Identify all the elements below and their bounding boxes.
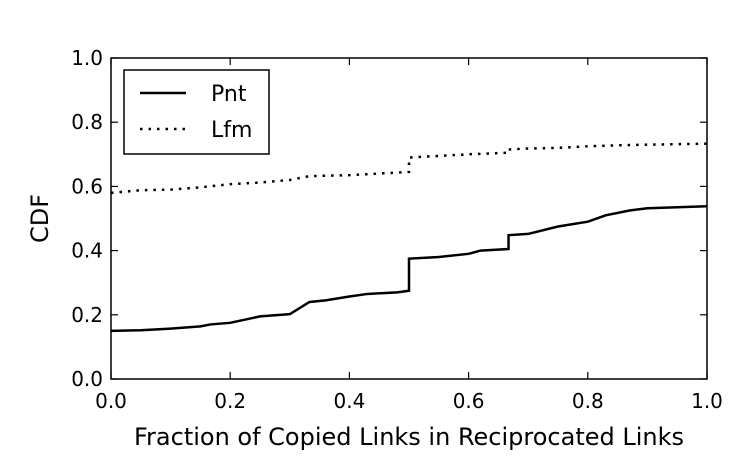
legend-label-pnt: Pnt [211, 82, 247, 107]
series-line-pnt [110, 205, 708, 333]
y-tick-label: 0.6 [71, 174, 103, 198]
series-line-lfm [110, 142, 708, 195]
y-axis-label: CDF [26, 194, 54, 243]
plot-lines [110, 142, 708, 333]
x-tick-label: 0.8 [572, 389, 604, 413]
y-tick-label: 0.0 [71, 367, 103, 391]
legend-label-lfm: Lfm [211, 118, 252, 143]
y-tick-label: 0.2 [71, 303, 103, 327]
x-tick-label: 0.2 [214, 389, 246, 413]
x-axis-label: Fraction of Copied Links in Reciprocated… [134, 423, 684, 451]
legend: Pnt Lfm [123, 69, 270, 155]
x-tick-label: 0.6 [453, 389, 485, 413]
x-tick-label: 0.0 [95, 389, 127, 413]
y-tick-label: 0.4 [71, 239, 103, 263]
y-tick-label: 1.0 [71, 46, 103, 70]
axis-ticks: 0.0 0.2 0.4 0.6 0.8 1.0 0.0 0.2 0.4 0.6 0.8 1.0 [71, 46, 723, 413]
legend-box [123, 69, 270, 155]
x-tick-label: 1.0 [691, 389, 723, 413]
plot-frame [110, 57, 708, 380]
x-tick-label: 0.4 [333, 389, 365, 413]
y-tick-label: 0.8 [71, 110, 103, 134]
